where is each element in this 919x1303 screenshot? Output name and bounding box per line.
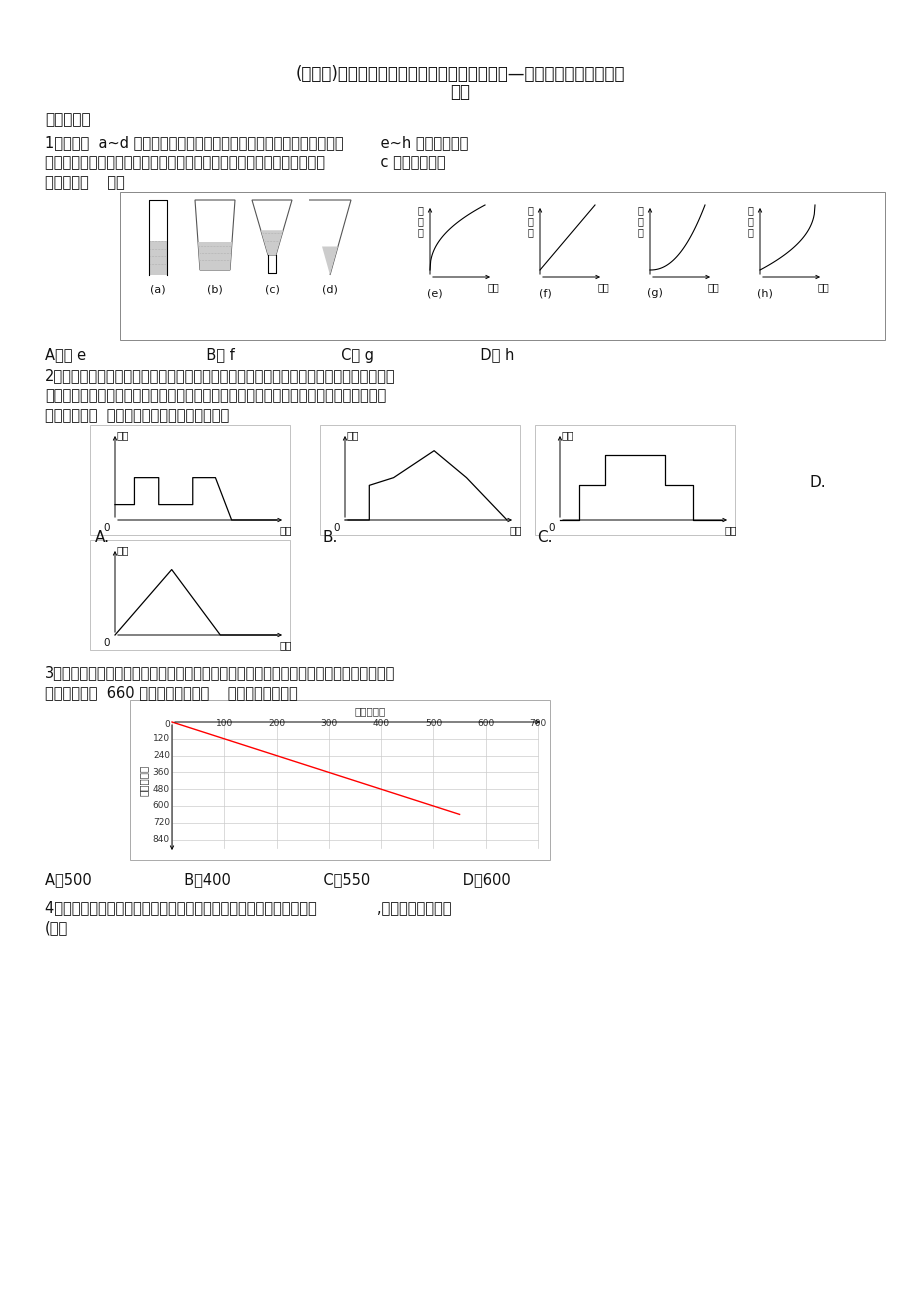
Polygon shape bbox=[252, 199, 291, 255]
Text: (）。: (）。 bbox=[45, 920, 68, 936]
Text: 时间: 时间 bbox=[509, 525, 522, 536]
Text: 120: 120 bbox=[153, 735, 170, 743]
Text: 0: 0 bbox=[165, 721, 170, 728]
Text: 时间: 时间 bbox=[597, 281, 609, 292]
Text: 时间: 时间 bbox=[279, 525, 292, 536]
Text: 水: 水 bbox=[636, 205, 642, 215]
Text: 400: 400 bbox=[372, 719, 390, 728]
Polygon shape bbox=[322, 246, 337, 275]
Text: 高: 高 bbox=[527, 216, 532, 225]
Text: 0: 0 bbox=[103, 523, 110, 533]
Text: 时间: 时间 bbox=[708, 281, 719, 292]
Bar bbox=[90, 425, 289, 536]
Text: 析）: 析） bbox=[449, 83, 470, 102]
Text: 2．甲、乙、丙住同一个单元，甲家在一楼，乙家在三楼，丙住五楼。昨天下午，甲先到乙: 2．甲、乙、丙住同一个单元，甲家在一楼，乙家在三楼，丙住五楼。昨天下午，甲先到乙 bbox=[45, 367, 395, 383]
Text: 高: 高 bbox=[746, 216, 752, 225]
Text: (f): (f) bbox=[538, 288, 550, 298]
Text: 3．服装厂制作一批新款女式短裙，下图是制作短裙的数量和所用布料的变化情况。从图中: 3．服装厂制作一批新款女式短裙，下图是制作短裙的数量和所用布料的变化情况。从图中 bbox=[45, 665, 395, 680]
Text: 楼层: 楼层 bbox=[117, 430, 130, 440]
Text: 0: 0 bbox=[548, 523, 554, 533]
Text: 0: 0 bbox=[103, 638, 110, 648]
Text: 一、选择题: 一、选择题 bbox=[45, 112, 91, 126]
Text: 720: 720 bbox=[153, 818, 170, 827]
Text: 水: 水 bbox=[746, 205, 752, 215]
Text: (a): (a) bbox=[150, 285, 165, 294]
Text: 600: 600 bbox=[153, 801, 170, 810]
Text: 时间: 时间 bbox=[724, 525, 737, 536]
Text: D.: D. bbox=[809, 476, 826, 490]
Text: (必考题)小学数学六年级上册第八单元数学广角—数与形测试（含答案解: (必考题)小学数学六年级上册第八单元数学广角—数与形测试（含答案解 bbox=[295, 65, 624, 83]
Text: (h): (h) bbox=[756, 288, 772, 298]
Bar bbox=[149, 241, 167, 275]
Text: 200: 200 bbox=[267, 719, 285, 728]
Text: (e): (e) bbox=[426, 288, 442, 298]
Polygon shape bbox=[198, 242, 232, 270]
Text: 高: 高 bbox=[636, 216, 642, 225]
Text: A.: A. bbox=[95, 530, 110, 545]
Text: 时间: 时间 bbox=[279, 640, 292, 650]
Polygon shape bbox=[195, 199, 234, 270]
Text: 300: 300 bbox=[320, 719, 337, 728]
Text: 去玩。下面（  ）比较准确地描述了甲的活动。: 去玩。下面（ ）比较准确地描述了甲的活动。 bbox=[45, 408, 229, 423]
Text: 短裙（条）: 短裙（条） bbox=[354, 706, 385, 717]
Text: 时间: 时间 bbox=[487, 281, 499, 292]
Bar bbox=[119, 192, 884, 340]
Text: 500: 500 bbox=[425, 719, 441, 728]
Text: 4．下图表示的是学校足球队乘车去体育馆训练，然后返回学校的过程             ,下面说法错误的是: 4．下图表示的是学校足球队乘车去体育馆训练，然后返回学校的过程 ,下面说法错误的… bbox=[45, 900, 451, 915]
Text: 度: 度 bbox=[746, 227, 752, 237]
Text: (d): (d) bbox=[322, 285, 337, 294]
Text: 1．如下图  a~d 是水滴进玻璃容器的示意图（滴水速度相同），如下图        e~h 表示的是容器: 1．如下图 a~d 是水滴进玻璃容器的示意图（滴水速度相同），如下图 e~h 表… bbox=[45, 136, 468, 150]
Text: A．500                    B．400                    C．550                    D．600: A．500 B．400 C．550 D．600 bbox=[45, 872, 510, 887]
Text: B.: B. bbox=[323, 530, 337, 545]
Text: 楼层: 楼层 bbox=[346, 430, 359, 440]
Polygon shape bbox=[260, 231, 283, 255]
Text: 100: 100 bbox=[215, 719, 233, 728]
Text: 水: 水 bbox=[527, 205, 532, 215]
Text: 水: 水 bbox=[416, 205, 423, 215]
Text: (g): (g) bbox=[646, 288, 663, 298]
Text: 度: 度 bbox=[636, 227, 642, 237]
Bar bbox=[90, 539, 289, 650]
Text: 240: 240 bbox=[153, 751, 170, 760]
Text: (b): (b) bbox=[207, 285, 222, 294]
Bar bbox=[535, 425, 734, 536]
Text: 布料（米）: 布料（米） bbox=[139, 765, 149, 796]
Text: 楼层: 楼层 bbox=[562, 430, 573, 440]
Text: 600: 600 bbox=[477, 719, 494, 728]
Text: 家，等乙扫完地后，他们去找丙；刚上五楼就遇到抱着篮球的丙，于是三人立即一起下楼: 家，等乙扫完地后，他们去找丙；刚上五楼就遇到抱着篮球的丙，于是三人立即一起下楼 bbox=[45, 388, 386, 403]
Text: 楼层: 楼层 bbox=[117, 545, 130, 555]
Text: 时间: 时间 bbox=[817, 281, 829, 292]
Text: C.: C. bbox=[537, 530, 552, 545]
Bar bbox=[130, 700, 550, 860]
Text: 度: 度 bbox=[527, 227, 532, 237]
Text: 840: 840 bbox=[153, 835, 170, 844]
Text: A．图 e                          B图 f                       C图 g                  : A．图 e B图 f C图 g bbox=[45, 348, 514, 364]
Bar bbox=[320, 425, 519, 536]
Text: 高: 高 bbox=[416, 216, 423, 225]
Text: 中水的高度随滴水时间变化的情况（图中刻度、单位都相同），与示意图            c 容器相对应的: 中水的高度随滴水时间变化的情况（图中刻度、单位都相同），与示意图 c 容器相对应… bbox=[45, 155, 445, 169]
Text: 700: 700 bbox=[528, 719, 546, 728]
Text: (c): (c) bbox=[265, 285, 279, 294]
Text: 360: 360 bbox=[153, 767, 170, 777]
Text: 度: 度 bbox=[416, 227, 423, 237]
Text: 0: 0 bbox=[333, 523, 340, 533]
Text: 480: 480 bbox=[153, 784, 170, 794]
Text: 可以看出，用  660 米布料可以制作（    ）条这样的短裙。: 可以看出，用 660 米布料可以制作（ ）条这样的短裙。 bbox=[45, 685, 298, 700]
Text: 统计图是（    ）。: 统计图是（ ）。 bbox=[45, 175, 125, 190]
